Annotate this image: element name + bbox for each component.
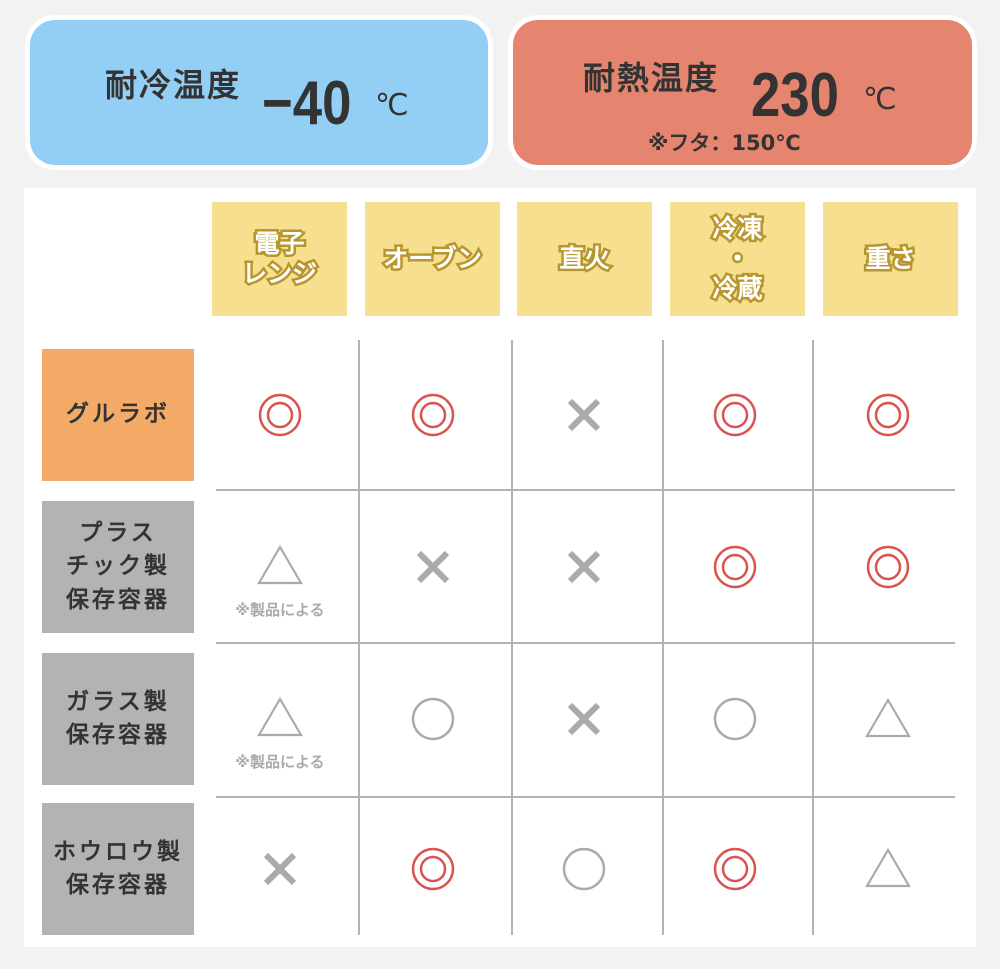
heat-label: 耐熱温度 [583, 59, 720, 97]
heat-resistance-card: 耐熱温度 230 ℃ ※フタ：150℃ [508, 15, 977, 170]
double-circle-icon [713, 847, 757, 891]
double-circle-icon [866, 545, 910, 589]
cell-note: ※製品による [235, 753, 325, 771]
heat-value: 230 [751, 61, 839, 130]
grid-divider [358, 340, 360, 935]
grid-divider [662, 340, 664, 935]
grid-divider [216, 642, 955, 644]
triangle-icon [865, 697, 911, 738]
triangle-icon [257, 544, 303, 585]
triangle-icon [865, 847, 911, 888]
column-header: 冷凍 ・ 冷蔵 [670, 202, 805, 316]
double-circle-icon [411, 393, 455, 437]
row-label: ホウロウ製 保存容器 [42, 803, 194, 935]
double-circle-icon [713, 393, 757, 437]
cross-icon [567, 702, 601, 736]
row-label: グルラボ [42, 349, 194, 481]
circle-icon [713, 697, 757, 741]
heat-unit: ℃ [863, 82, 897, 117]
column-header: 重さ [823, 202, 958, 316]
triangle-icon [257, 696, 303, 737]
cold-resistance-card: 耐冷温度 −40 ℃ [25, 15, 493, 170]
lid-note: ※フタ：150℃ [648, 131, 801, 155]
grid-divider [812, 340, 814, 935]
column-header: 直火 [517, 202, 652, 316]
cross-icon [263, 852, 297, 886]
grid-divider [511, 340, 513, 935]
row-label: ガラス製 保存容器 [42, 653, 194, 785]
circle-icon [562, 847, 606, 891]
double-circle-icon [713, 545, 757, 589]
cell-note: ※製品による [235, 601, 325, 619]
double-circle-icon [866, 393, 910, 437]
cold-unit: ℃ [375, 88, 409, 123]
column-header: 電子 レンジ [212, 202, 347, 316]
cross-icon [567, 398, 601, 432]
cross-icon [567, 550, 601, 584]
cold-label: 耐冷温度 [105, 66, 242, 104]
double-circle-icon [258, 393, 302, 437]
grid-divider [216, 489, 955, 491]
cross-icon [416, 550, 450, 584]
grid-divider [216, 796, 955, 798]
column-header: オーブン [365, 202, 500, 316]
circle-icon [411, 697, 455, 741]
cold-value: −40 [262, 69, 352, 138]
row-label: プラス チック製 保存容器 [42, 501, 194, 633]
double-circle-icon [411, 847, 455, 891]
